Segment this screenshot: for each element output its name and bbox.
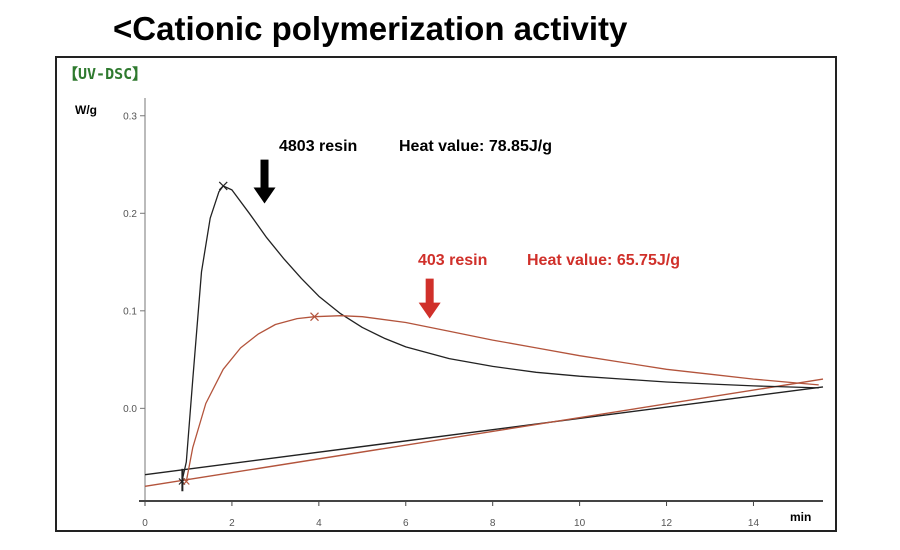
x-tick-label: 4 [316, 518, 322, 529]
series-line-403 [185, 315, 819, 482]
annotation-heat-403: Heat value: 65.75J/g [527, 252, 680, 269]
annotation-resin-4803: 4803 resin [279, 138, 357, 155]
series-line-4803 [181, 185, 819, 482]
x-axis-unit: min [790, 510, 811, 524]
panel-label: 【UV-DSC】 [63, 65, 147, 83]
x-tick-label: 8 [490, 518, 496, 529]
peak-marker-403 [310, 312, 319, 322]
y-tick-label: 0.3 [123, 111, 137, 122]
uv-dsc-chart: 【UV-DSC】 W/g min 0.0 0.1 0.2 0.3 0 2 4 6 8 10 12 14… [63, 65, 824, 529]
x-tick-label: 14 [748, 518, 760, 529]
page-title: <Cationic polymerization activity [113, 10, 628, 47]
annotation-resin-403: 403 resin [418, 252, 487, 269]
chart-frame: 【UV-DSC】 W/g min 0.0 0.1 0.2 0.3 0 2 4 6 8 10 12 14… [55, 56, 837, 532]
y-axis-unit: W/g [75, 103, 97, 117]
x-tick-label: 2 [229, 518, 235, 529]
y-tick-label: 0.1 [123, 306, 137, 317]
series-layer [144, 181, 824, 492]
baseline-4803 [144, 386, 824, 476]
baseline-403 [144, 378, 824, 488]
arrow-4803 [253, 159, 276, 204]
x-tick-label: 6 [403, 518, 409, 529]
y-tick-label: 0.0 [123, 404, 137, 415]
annotations: 4803 resin Heat value: 78.85J/g 403 resin H… [253, 138, 680, 319]
peak-marker-4803 [218, 181, 228, 191]
x-tick-label: 0 [142, 518, 148, 529]
annotation-heat-4803: Heat value: 78.85J/g [399, 138, 552, 155]
arrow-403 [418, 278, 441, 319]
x-tick-label: 12 [661, 518, 673, 529]
x-tick-label: 10 [574, 518, 586, 529]
onset-marker-403 [182, 478, 190, 485]
axes: 0.0 0.1 0.2 0.3 0 2 4 6 8 10 12 14 [123, 98, 823, 529]
y-tick-label: 0.2 [123, 209, 137, 220]
